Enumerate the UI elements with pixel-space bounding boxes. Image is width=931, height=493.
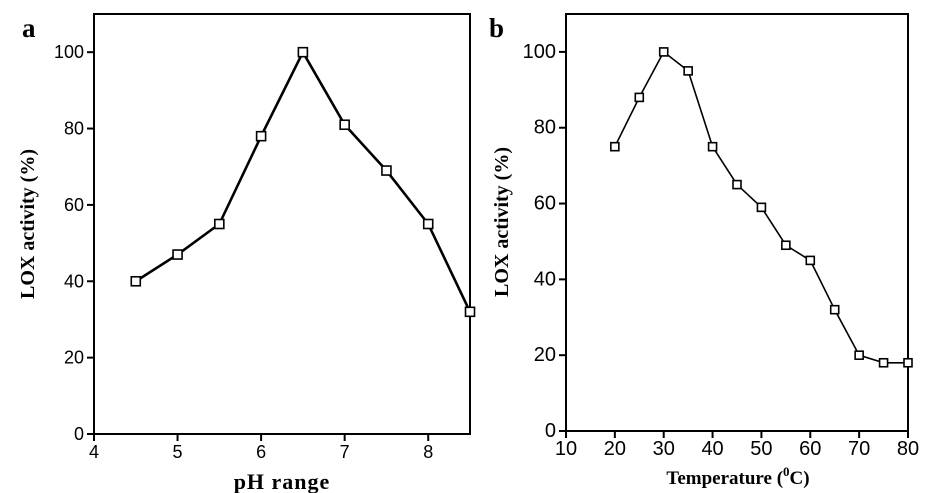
panel-b-data-point [683,66,693,76]
panel-a-ytick-label: 60 [64,195,84,215]
panel-b-xtick-label: 60 [799,438,821,460]
panel-a-data-point [214,218,225,230]
panel-a-data-point [381,165,392,176]
panel-a-xtick-label: 8 [423,442,433,462]
panel-b-data-point [854,350,864,360]
panel-a-ytick-label: 20 [64,348,84,368]
panel-b-letter: b [489,13,504,43]
panel-b-data-point [805,255,816,266]
panel-a-data-point [172,249,183,260]
panel-b-data-point [756,202,767,213]
panel-a-data-point [297,46,309,58]
panel-b-ytick-label: 60 [534,193,556,215]
panel-b-data-point [829,304,840,315]
panel-a-x-axis-title: pH range [234,469,331,493]
panel-b-ytick-label: 40 [534,268,556,290]
panel-b-ytick-label: 0 [545,420,556,442]
panel-b-ytick-label: 80 [534,117,556,139]
panel-a-y-ticks: 0 20 40 60 80 100 [54,42,84,444]
panel-b-data-point [634,92,645,103]
panel-b-plot [559,47,913,438]
panel-b-data-point [658,47,669,57]
panel-a-x-ticks: 4 5 6 7 8 [89,442,433,462]
panel-a-data-point [464,306,476,318]
panel-a-ytick-label: 100 [54,42,84,62]
panel-a-data-point [255,130,267,142]
panel-a-letter: a [22,13,36,43]
panel-a-data-point [130,275,142,287]
panel-a-ytick-label: 40 [64,271,84,291]
panel-a-ytick-label: 80 [64,119,84,139]
panel-b-ytick-label: 20 [534,344,556,366]
panel-a-data-point [422,218,434,230]
panel-a-xtick-label: 6 [256,442,266,462]
panel-a-series-line [135,50,472,313]
panel-a-plot [87,46,476,441]
panel-b-x-axis-title-end: C) [790,468,810,489]
panel-b-xtick-label: 40 [701,438,723,460]
panel-b-y-ticks: 0 20 40 60 80 100 [523,41,556,442]
panel-b-xtick-label: 50 [750,438,772,460]
panel-b-data-point [781,240,791,251]
panel-b-xtick-label: 10 [555,438,577,460]
panel-a-y-axis-title: LOX activity (%) [17,149,39,299]
panel-a: a 0 20 40 60 80 100 4 5 6 7 8 LOX activi… [17,13,476,493]
panel-b-xtick-label: 20 [604,438,626,460]
panel-b-data-point [732,179,742,190]
panel-b-x-ticks: 10 20 30 40 50 60 70 80 [555,438,919,460]
panel-b-ytick-label: 100 [523,41,556,63]
panel-b: b 0 20 40 60 80 100 10 20 30 40 50 60 70… [489,13,919,489]
panel-a-frame [93,13,471,435]
panel-b-xtick-label: 30 [653,438,675,460]
panel-b-data-point [707,141,718,152]
panel-b-xtick-label: 70 [848,438,870,460]
panel-a-data-point [339,119,350,131]
panel-b-x-axis-title-superscript: 0 [783,464,790,479]
panel-b-x-axis-title-start: Temperature ( [666,468,783,489]
panel-b-frame [565,13,909,432]
panel-a-xtick-label: 7 [340,442,350,462]
panel-b-data-point [903,357,913,368]
panel-b-x-axis-title: Temperature (0C) [666,464,809,489]
panel-b-xtick-label: 80 [897,438,919,460]
panel-b-data-point [878,357,889,368]
panel-b-data-point [610,141,620,152]
panel-a-ytick-label: 0 [74,424,84,444]
panel-a-xtick-label: 4 [89,442,99,462]
panel-a-xtick-label: 5 [173,442,183,462]
panel-b-y-axis-title: LOX activity (%) [491,147,513,297]
